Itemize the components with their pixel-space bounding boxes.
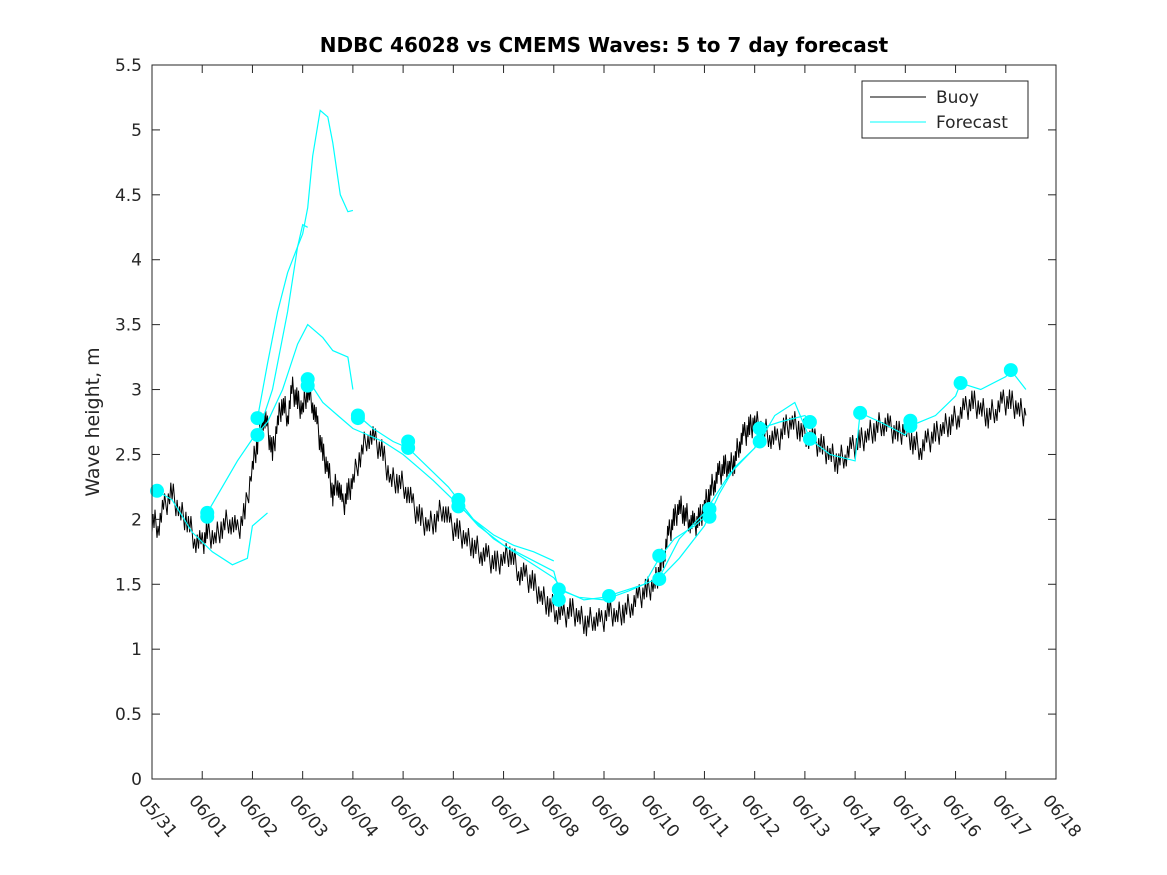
forecast-point bbox=[752, 434, 767, 449]
y-tick-label: 4.5 bbox=[115, 186, 142, 206]
forecast-point bbox=[451, 499, 466, 514]
series-line-forecast-5 bbox=[307, 378, 555, 562]
legend-box bbox=[861, 80, 1029, 139]
forecast-point bbox=[752, 421, 767, 436]
x-tick-label: 06/06 bbox=[436, 791, 483, 841]
forecast-point bbox=[953, 376, 968, 391]
series-layer bbox=[150, 109, 1027, 637]
x-tick-label: 06/10 bbox=[636, 791, 683, 841]
legend-label-forecast: Forecast bbox=[936, 113, 1008, 133]
forecast-point bbox=[602, 588, 617, 603]
series-line-forecast-4 bbox=[256, 223, 308, 419]
forecast-point bbox=[200, 509, 215, 524]
forecast-point bbox=[903, 418, 918, 433]
y-tick-label: 2 bbox=[131, 510, 142, 530]
legend: Buoy Forecast bbox=[861, 80, 1029, 139]
series-line-forecast-1 bbox=[156, 490, 268, 566]
series-line-forecast-6 bbox=[357, 415, 710, 601]
y-tick-label: 3.5 bbox=[115, 316, 142, 336]
y-tick-label: 5.5 bbox=[115, 56, 142, 76]
legend-label-buoy: Buoy bbox=[936, 88, 979, 108]
forecast-point bbox=[802, 431, 817, 446]
x-tick-label: 06/15 bbox=[888, 791, 935, 841]
forecast-point bbox=[250, 427, 265, 442]
x-tick-label: 06/02 bbox=[235, 791, 282, 841]
x-tick-label: 06/17 bbox=[988, 791, 1035, 841]
x-tick-label: 06/18 bbox=[1038, 791, 1085, 841]
x-tick-label: 06/16 bbox=[938, 791, 985, 841]
y-tick-label: 5 bbox=[131, 121, 142, 141]
x-tick-label: 06/05 bbox=[385, 791, 432, 841]
y-axis-label: Wave height, m bbox=[82, 347, 104, 496]
x-tick-label: 06/09 bbox=[586, 791, 633, 841]
forecast-point bbox=[150, 483, 165, 498]
forecast-point bbox=[551, 592, 566, 607]
x-tick-label: 06/12 bbox=[737, 791, 784, 841]
forecast-point bbox=[802, 415, 817, 429]
x-tick-label: 06/14 bbox=[837, 791, 884, 841]
y-tick-label: 1.5 bbox=[115, 575, 142, 595]
y-tick-label: 2.5 bbox=[115, 445, 142, 465]
y-tick-label: 0 bbox=[131, 770, 142, 790]
y-tick-label: 4 bbox=[131, 251, 142, 271]
forecast-point bbox=[401, 440, 416, 455]
x-tick-label: 06/13 bbox=[787, 791, 834, 841]
y-tick-label: 1 bbox=[131, 640, 142, 660]
forecast-point bbox=[300, 378, 315, 393]
x-tick-label: 06/01 bbox=[184, 791, 231, 841]
forecast-point bbox=[853, 405, 868, 420]
x-tick-label: 06/03 bbox=[285, 791, 332, 841]
chart-title: NDBC 46028 vs CMEMS Waves: 5 to 7 day fo… bbox=[320, 33, 889, 57]
y-tick-label: 0.5 bbox=[115, 705, 142, 725]
series-line-forecast-8 bbox=[658, 369, 1027, 580]
forecast-point bbox=[652, 548, 667, 563]
series-line-buoy bbox=[151, 376, 1027, 637]
forecast-point bbox=[350, 411, 365, 426]
x-tick-label: 06/11 bbox=[687, 791, 734, 841]
y-tick-label: 3 bbox=[131, 381, 142, 401]
forecast-point bbox=[1003, 363, 1018, 378]
forecast-point bbox=[652, 572, 667, 587]
x-tick-label: 05/31 bbox=[134, 791, 181, 841]
x-tick-label: 06/08 bbox=[536, 791, 583, 841]
series-line-forecast-3 bbox=[256, 109, 354, 436]
forecast-point bbox=[250, 411, 265, 426]
forecast-point bbox=[702, 509, 717, 524]
x-tick-label: 06/04 bbox=[335, 791, 382, 841]
series-line-forecast-2 bbox=[206, 323, 354, 514]
x-tick-label: 06/07 bbox=[486, 791, 533, 841]
